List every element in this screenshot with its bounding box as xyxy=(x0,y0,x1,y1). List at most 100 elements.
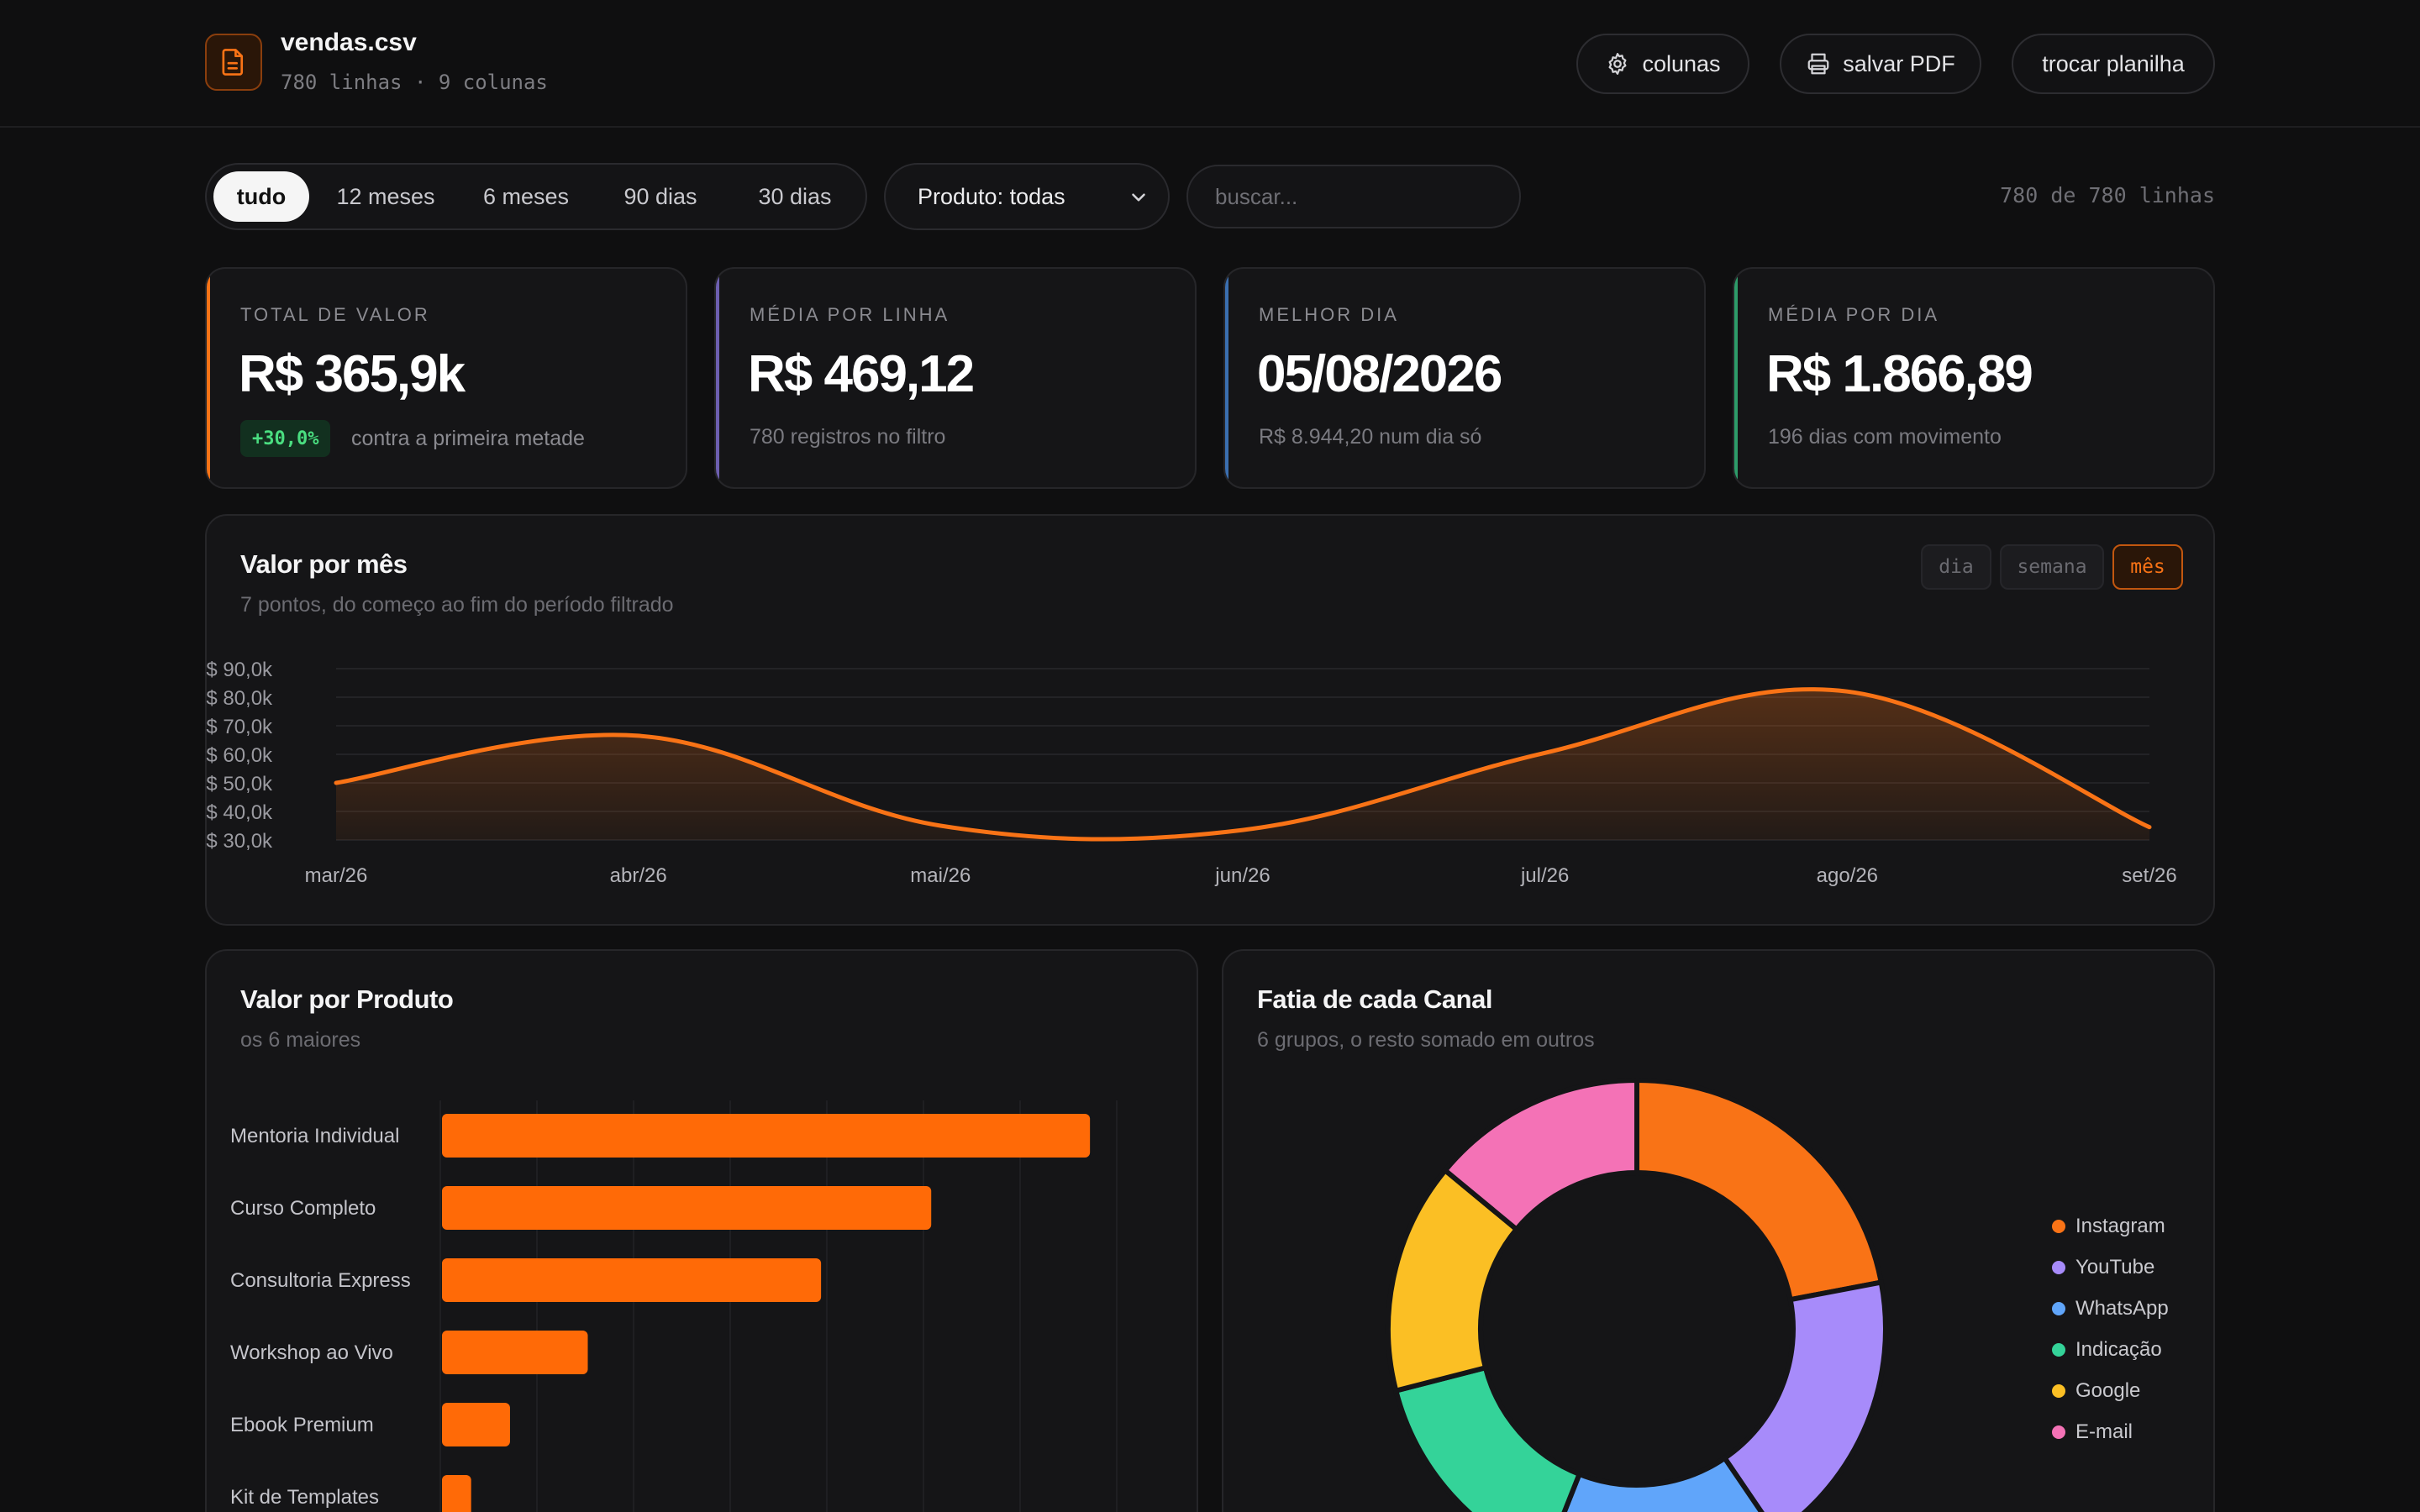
x-tick-label: mar/26 xyxy=(305,864,368,887)
area-fill xyxy=(336,689,2149,840)
kpi-sub: contra a primeira metade xyxy=(351,427,585,450)
card-subtitle: os 6 maiores xyxy=(240,1028,361,1052)
kpi-accent-bar xyxy=(1225,269,1228,487)
legend-item: YouTube xyxy=(2052,1256,2154,1279)
kpi-card-total: TOTAL DE VALOR R$ 365,9k +30,0% contra a… xyxy=(205,267,687,489)
save-pdf-button[interactable]: salvar PDF xyxy=(1780,34,1981,94)
card-title: Fatia de cada Canal xyxy=(1257,984,1492,1014)
kpi-card-avg-row: MÉDIA POR LINHA R$ 469,12 780 registros … xyxy=(714,267,1197,489)
y-tick-label: R$ 30,0k xyxy=(205,830,273,853)
card-subtitle: 7 pontos, do começo ao fim do período fi… xyxy=(240,593,674,617)
card-title: Valor por mês xyxy=(240,549,408,579)
legend-label: YouTube xyxy=(2075,1256,2155,1278)
legend-swatch xyxy=(2052,1302,2065,1315)
bar-category-label: Mentoria Individual xyxy=(230,1125,399,1147)
kpi-accent-bar xyxy=(716,269,719,487)
file-meta: 780 linhas · 9 colunas xyxy=(281,71,548,94)
period-filter: tudo 12 meses 6 meses 90 dias 30 dias xyxy=(205,163,867,230)
switch-sheet-button[interactable]: trocar planilha xyxy=(2012,34,2215,94)
granularity-week[interactable]: semana xyxy=(2000,544,2104,590)
period-option-90-days[interactable]: 90 dias xyxy=(623,183,697,209)
y-tick-label: R$ 90,0k xyxy=(205,659,273,681)
donut-slice xyxy=(1634,1077,1885,1303)
granularity-month[interactable]: mês xyxy=(2112,544,2183,590)
card-subtitle: 6 grupos, o resto somado em outros xyxy=(1257,1028,1595,1052)
x-tick-label: mai/26 xyxy=(910,864,971,887)
save-pdf-button-label: salvar PDF xyxy=(1843,50,1955,76)
legend-label: E-mail xyxy=(2075,1420,2133,1443)
y-tick-label: R$ 80,0k xyxy=(205,687,273,710)
kpi-label: TOTAL DE VALOR xyxy=(240,304,430,325)
kpi-label: MÉDIA POR LINHA xyxy=(750,304,950,325)
bar xyxy=(442,1258,822,1302)
donut-slice xyxy=(1561,1454,1765,1512)
bar xyxy=(442,1331,588,1374)
x-tick-label: ago/26 xyxy=(1817,864,1878,887)
bar-category-label: Workshop ao Vivo xyxy=(230,1341,393,1364)
legend-swatch xyxy=(2052,1343,2065,1357)
kpi-card-avg-day: MÉDIA POR DIA R$ 1.866,89 196 dias com m… xyxy=(1733,267,2215,489)
legend-item: Indicação xyxy=(2052,1338,2162,1362)
bar-category-label: Ebook Premium xyxy=(230,1414,374,1436)
y-tick-label: R$ 60,0k xyxy=(205,744,273,767)
kpi-value: R$ 365,9k xyxy=(239,345,466,403)
kpi-accent-bar xyxy=(1734,269,1738,487)
x-tick-label: jun/26 xyxy=(1214,864,1270,887)
printer-icon xyxy=(1807,53,1829,75)
bar-chart: Mentoria Individual Curso Completo Consult… xyxy=(230,1100,1118,1512)
kpi-sub: R$ 8.944,20 num dia só xyxy=(1259,425,1482,449)
kpi-value: R$ 1.866,89 xyxy=(1766,345,2033,403)
columns-button[interactable]: colunas xyxy=(1576,34,1749,94)
period-option-30-days[interactable]: 30 dias xyxy=(758,183,832,209)
legend-label: Indicação xyxy=(2075,1338,2162,1361)
period-option-12-months[interactable]: 12 meses xyxy=(336,183,435,209)
kpi-label: MELHOR DIA xyxy=(1259,304,1399,325)
product-select-value: Produto: todas xyxy=(918,183,1065,209)
kpi-accent-bar xyxy=(207,269,210,487)
product-select[interactable]: Produto: todas xyxy=(884,163,1170,230)
legend-item: E-mail xyxy=(2052,1420,2133,1444)
bar xyxy=(442,1475,471,1512)
file-name: vendas.csv xyxy=(281,29,417,56)
kpi-card-best-day: MELHOR DIA 05/08/2026 R$ 8.944,20 num di… xyxy=(1223,267,1706,489)
period-option-6-months[interactable]: 6 meses xyxy=(482,183,570,209)
y-tick-label: R$ 70,0k xyxy=(205,716,273,738)
kpi-sub: 196 dias com movimento xyxy=(1768,425,2002,449)
gear-icon xyxy=(1608,53,1627,75)
legend-item: Instagram xyxy=(2052,1215,2165,1238)
donut-slice xyxy=(1392,1364,1583,1512)
donut-chart xyxy=(1386,1077,1888,1512)
columns-button-label: colunas xyxy=(1642,50,1721,76)
bar xyxy=(442,1114,1091,1158)
channel-share-card: Fatia de cada Canal 6 grupos, o resto so… xyxy=(1222,949,2215,1512)
line-chart: R$ 90,0k R$ 80,0k R$ 70,0k R$ 60,0k R$ 50,0k… xyxy=(205,659,2177,887)
x-tick-label: set/26 xyxy=(2122,864,2176,887)
bar-category-label: Consultoria Express xyxy=(230,1269,411,1292)
bar-category-label: Curso Completo xyxy=(230,1197,376,1220)
legend-label: Google xyxy=(2075,1379,2141,1402)
kpi-value: R$ 469,12 xyxy=(748,345,975,403)
bar xyxy=(442,1186,932,1230)
top-bar: vendas.csv 780 linhas · 9 colunas coluna… xyxy=(0,0,2420,128)
bar-category-label: Kit de Templates xyxy=(230,1486,379,1509)
period-option-all[interactable]: tudo xyxy=(213,171,309,222)
y-tick-label: R$ 40,0k xyxy=(205,801,273,824)
legend-swatch xyxy=(2052,1384,2065,1398)
granularity-day[interactable]: dia xyxy=(1921,544,1991,590)
search-input[interactable]: buscar... xyxy=(1186,165,1521,228)
x-tick-label: abr/26 xyxy=(610,864,667,887)
kpi-value: 05/08/2026 xyxy=(1257,345,1502,403)
switch-sheet-button-label: trocar planilha xyxy=(2042,50,2185,76)
legend-swatch xyxy=(2052,1220,2065,1233)
x-tick-label: jul/26 xyxy=(1520,864,1569,887)
file-icon xyxy=(205,34,262,91)
legend-item: Google xyxy=(2052,1379,2140,1403)
legend-swatch xyxy=(2052,1425,2065,1439)
bar xyxy=(442,1403,510,1446)
series-line xyxy=(334,687,2152,842)
legend-label: WhatsApp xyxy=(2075,1297,2169,1320)
product-value-card: Valor por Produto os 6 maiores xyxy=(205,949,1198,1512)
card-title: Valor por Produto xyxy=(240,984,454,1014)
legend-swatch xyxy=(2052,1261,2065,1274)
legend-label: Instagram xyxy=(2075,1215,2165,1237)
